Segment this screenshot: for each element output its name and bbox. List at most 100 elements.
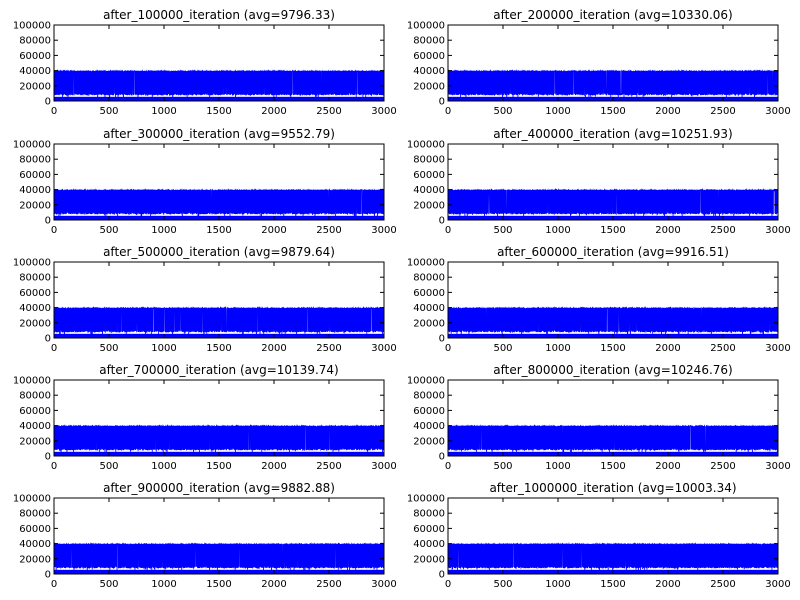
subplot-1: after_100000_iteration (avg=9796.33) 0 500… bbox=[13, 8, 397, 117]
y-tick-label: 0 bbox=[439, 97, 445, 108]
subplot-title: after_600000_iteration (avg=9916.51) bbox=[497, 245, 729, 259]
subplot-7: after_700000_iteration (avg=10139.74) 0 50… bbox=[13, 363, 397, 472]
y-tick-label: 100000 bbox=[13, 140, 51, 151]
y-tick-label: 20000 bbox=[413, 200, 445, 211]
x-tick-label: 1500 bbox=[600, 225, 625, 236]
y-tick-label: 60000 bbox=[19, 51, 51, 62]
x-tick-label: 1500 bbox=[206, 343, 231, 354]
x-tick-label: 1500 bbox=[206, 225, 231, 236]
x-tick-label: 500 bbox=[99, 225, 118, 236]
y-tick-label: 80000 bbox=[19, 36, 51, 47]
y-tick-label: 100000 bbox=[407, 376, 445, 387]
x-tick-label: 1000 bbox=[545, 225, 570, 236]
y-tick-label: 100000 bbox=[13, 376, 51, 387]
x-tick-label: 0 bbox=[445, 461, 451, 472]
x-tick-label: 1000 bbox=[151, 225, 176, 236]
x-tick-label: 0 bbox=[51, 343, 57, 354]
x-tick-label: 2500 bbox=[316, 343, 341, 354]
x-tick-label: 2500 bbox=[316, 579, 341, 590]
x-tick-label: 1000 bbox=[151, 461, 176, 472]
y-tick-label: 80000 bbox=[413, 509, 445, 520]
x-tick-label: 2000 bbox=[655, 343, 680, 354]
x-tick-label: 2000 bbox=[261, 106, 286, 117]
x-tick-label: 1500 bbox=[600, 461, 625, 472]
y-tick-label: 100000 bbox=[407, 140, 445, 151]
y-tick-label: 100000 bbox=[407, 494, 445, 505]
y-tick-label: 0 bbox=[45, 452, 51, 463]
x-tick-label: 0 bbox=[445, 106, 451, 117]
y-tick-label: 40000 bbox=[19, 539, 51, 550]
subplot-2: after_200000_iteration (avg=10330.06) 0 50… bbox=[407, 8, 791, 117]
subplot-3: after_300000_iteration (avg=9552.79) 0 500… bbox=[13, 127, 397, 236]
x-tick-label: 2500 bbox=[710, 579, 735, 590]
x-tick-label: 0 bbox=[445, 343, 451, 354]
x-tick-label: 500 bbox=[99, 579, 118, 590]
x-tick-label: 3000 bbox=[765, 461, 790, 472]
y-tick-label: 60000 bbox=[19, 524, 51, 535]
subplot-title: after_1000000_iteration (avg=10003.34) bbox=[489, 481, 736, 495]
subplot-title: after_800000_iteration (avg=10246.76) bbox=[493, 363, 732, 377]
y-tick-label: 0 bbox=[439, 334, 445, 345]
y-tick-label: 40000 bbox=[19, 66, 51, 77]
x-tick-label: 0 bbox=[51, 579, 57, 590]
subplot-9: after_900000_iteration (avg=9882.88) 0 500… bbox=[13, 481, 397, 590]
x-tick-label: 2500 bbox=[710, 461, 735, 472]
y-tick-label: 80000 bbox=[19, 155, 51, 166]
x-tick-label: 3000 bbox=[765, 225, 790, 236]
y-tick-label: 60000 bbox=[19, 406, 51, 417]
y-tick-label: 100000 bbox=[407, 21, 445, 32]
x-tick-label: 2000 bbox=[261, 343, 286, 354]
x-tick-label: 3000 bbox=[765, 106, 790, 117]
x-tick-label: 3000 bbox=[371, 106, 396, 117]
x-tick-label: 2000 bbox=[261, 461, 286, 472]
y-tick-label: 80000 bbox=[413, 155, 445, 166]
x-tick-label: 500 bbox=[99, 343, 118, 354]
y-tick-label: 20000 bbox=[19, 436, 51, 447]
x-tick-label: 500 bbox=[493, 225, 512, 236]
series-line bbox=[448, 69, 778, 101]
y-tick-label: 100000 bbox=[407, 258, 445, 269]
subplot-title: after_500000_iteration (avg=9879.64) bbox=[103, 245, 335, 259]
y-tick-label: 0 bbox=[45, 334, 51, 345]
y-tick-label: 0 bbox=[439, 452, 445, 463]
series-line bbox=[448, 306, 778, 338]
subplot-6: after_600000_iteration (avg=9916.51) 0 500… bbox=[407, 245, 791, 354]
x-tick-label: 3000 bbox=[371, 461, 396, 472]
y-tick-label: 100000 bbox=[13, 258, 51, 269]
x-tick-label: 2500 bbox=[316, 106, 341, 117]
y-tick-label: 0 bbox=[45, 97, 51, 108]
x-tick-label: 1500 bbox=[206, 579, 231, 590]
x-tick-label: 3000 bbox=[371, 343, 396, 354]
x-tick-label: 1000 bbox=[545, 461, 570, 472]
y-tick-label: 40000 bbox=[413, 66, 445, 77]
y-tick-label: 80000 bbox=[413, 273, 445, 284]
y-tick-label: 80000 bbox=[413, 36, 445, 47]
x-tick-label: 1000 bbox=[151, 106, 176, 117]
subplot-5: after_500000_iteration (avg=9879.64) 0 500… bbox=[13, 245, 397, 354]
x-tick-label: 500 bbox=[493, 461, 512, 472]
x-tick-label: 500 bbox=[99, 106, 118, 117]
x-tick-label: 2500 bbox=[710, 225, 735, 236]
subplot-8: after_800000_iteration (avg=10246.76) 0 50… bbox=[407, 363, 791, 472]
y-tick-label: 100000 bbox=[13, 494, 51, 505]
series-line bbox=[54, 188, 384, 220]
x-tick-label: 0 bbox=[445, 579, 451, 590]
y-tick-label: 20000 bbox=[19, 318, 51, 329]
subplot-title: after_200000_iteration (avg=10330.06) bbox=[493, 8, 732, 22]
y-tick-label: 0 bbox=[45, 570, 51, 581]
x-tick-label: 2000 bbox=[655, 461, 680, 472]
x-tick-label: 2500 bbox=[316, 225, 341, 236]
subplot-title: after_100000_iteration (avg=9796.33) bbox=[103, 8, 335, 22]
y-tick-label: 40000 bbox=[19, 303, 51, 314]
x-tick-label: 1500 bbox=[600, 579, 625, 590]
y-tick-label: 20000 bbox=[413, 554, 445, 565]
x-tick-label: 2000 bbox=[655, 225, 680, 236]
x-tick-label: 0 bbox=[445, 225, 451, 236]
series-line bbox=[448, 424, 778, 456]
x-tick-label: 0 bbox=[51, 461, 57, 472]
y-tick-label: 60000 bbox=[413, 524, 445, 535]
series-line bbox=[448, 542, 778, 574]
y-tick-label: 20000 bbox=[19, 81, 51, 92]
y-tick-label: 0 bbox=[439, 570, 445, 581]
